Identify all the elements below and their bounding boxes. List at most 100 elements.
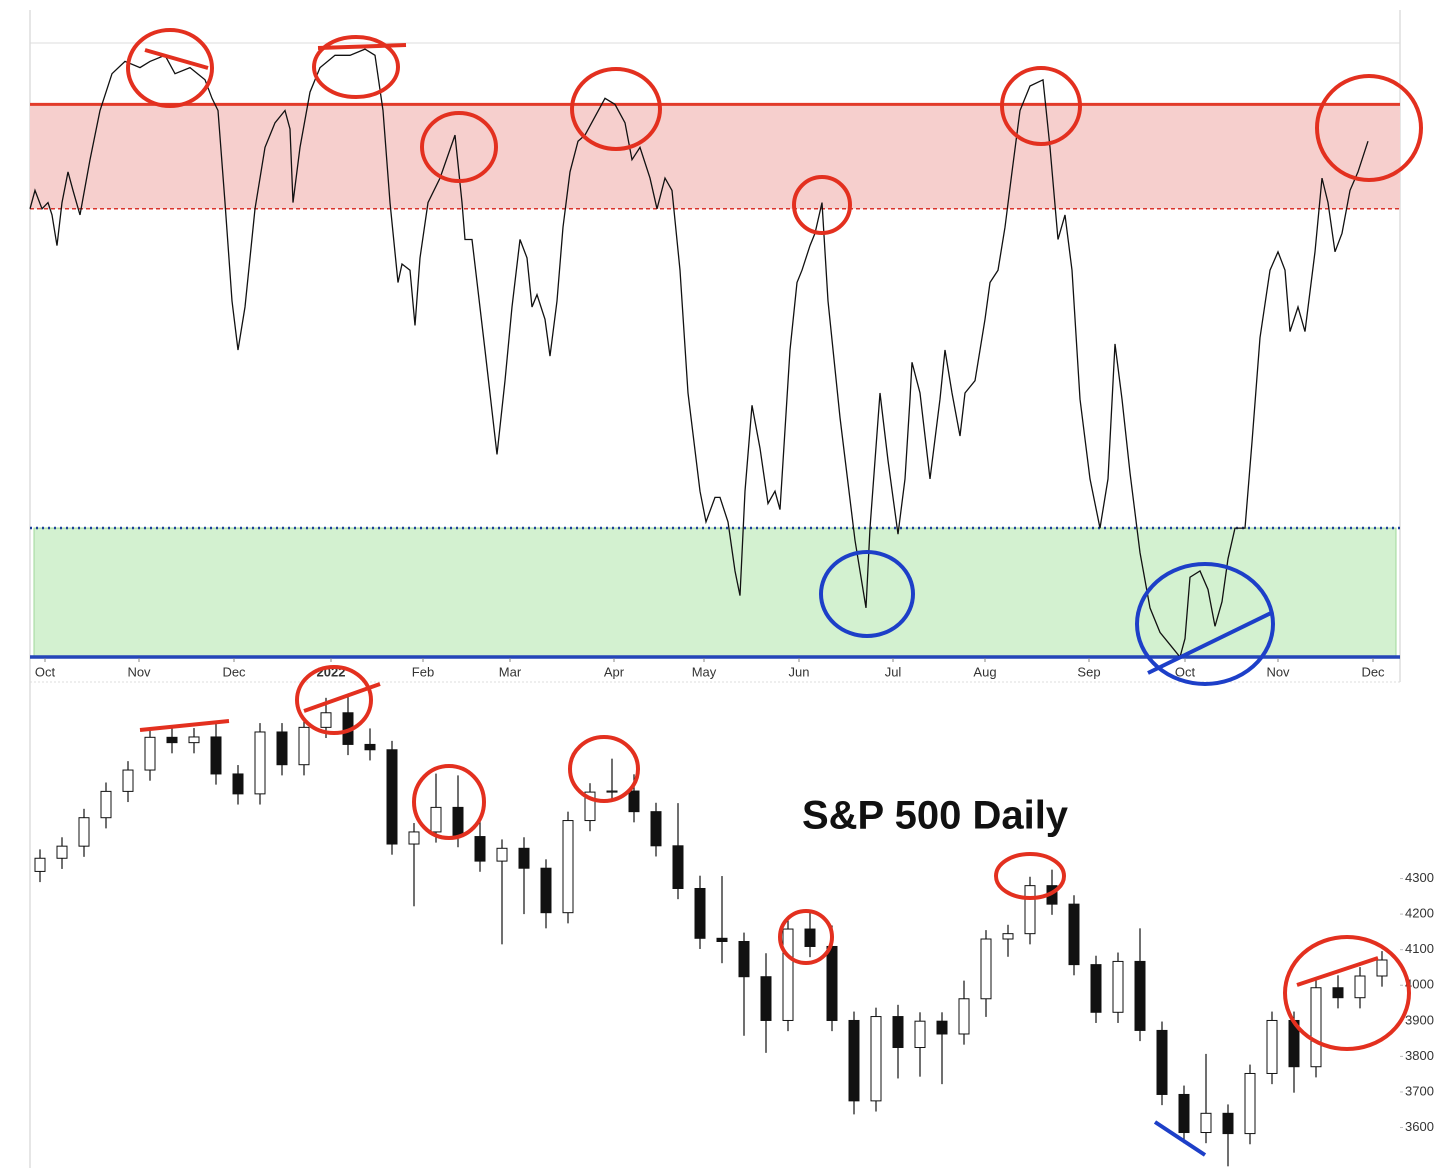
y-tick-label: 3800 (1405, 1048, 1434, 1063)
candle-body (144, 736, 156, 771)
x-tick-label: Nov (1266, 664, 1290, 679)
candle-body (430, 806, 442, 833)
candle-body (540, 867, 552, 914)
candle-body (606, 790, 618, 793)
candle-body (298, 726, 310, 766)
x-tick-label: Jun (789, 664, 810, 679)
annotation-circle (295, 665, 373, 735)
candle-body (320, 712, 332, 728)
y-tick-label: 4000 (1405, 977, 1434, 992)
annotation-circle (412, 764, 486, 840)
annotation-circle (1135, 562, 1275, 686)
candle-body (518, 847, 530, 869)
candle-body (210, 736, 222, 775)
x-tick-label: Oct (1175, 664, 1196, 679)
candle-body (496, 847, 508, 862)
chart-title: S&P 500 Daily (802, 794, 1069, 838)
x-tick-label: Dec (222, 664, 246, 679)
candle-body (716, 937, 728, 942)
annotation-line (1153, 1120, 1207, 1157)
annotation-circle (1283, 935, 1411, 1051)
annotation-circle (1315, 74, 1423, 182)
candle-body (166, 736, 178, 744)
candle-body (1090, 964, 1102, 1013)
candle-body (100, 790, 112, 819)
candle-body (408, 831, 420, 845)
annotation-line (1147, 610, 1274, 675)
candle-body (1156, 1029, 1168, 1095)
annotation-circle (568, 735, 640, 803)
x-tick-label: Dec (1361, 664, 1385, 679)
candle-body (254, 731, 266, 795)
annotation-circle (819, 550, 915, 638)
candle-body (1332, 987, 1344, 999)
x-tick-label: Aug (973, 664, 996, 679)
annotation-line (144, 48, 209, 70)
annotation-circle (126, 28, 214, 108)
candle-body (1244, 1072, 1256, 1135)
candle-body (1024, 885, 1036, 935)
candle-body (232, 773, 244, 795)
candle-body (804, 928, 816, 947)
candle-body (958, 998, 970, 1035)
candle-body (1002, 933, 1014, 940)
annotation-circle (792, 175, 852, 235)
candle-body (826, 945, 838, 1021)
annotations (126, 28, 1423, 1157)
annotation-line (139, 719, 230, 732)
candle-body (870, 1016, 882, 1102)
candle-body (848, 1019, 860, 1102)
candle-body (936, 1020, 948, 1035)
candle-body (474, 836, 486, 862)
annotation-line (1296, 956, 1379, 987)
candle-body (980, 938, 992, 1000)
annotation-circle (1000, 66, 1082, 146)
candle-body (1376, 959, 1388, 977)
x-tick-label: Nov (127, 664, 151, 679)
x-tick-label: Mar (499, 664, 522, 679)
candle-body (34, 857, 46, 872)
y-tick-label: 4200 (1405, 906, 1434, 921)
x-tick-label: May (692, 664, 717, 679)
candle-body (1200, 1112, 1212, 1134)
candle-body (78, 817, 90, 847)
candle-body (562, 820, 574, 914)
band (30, 104, 1400, 209)
candle-body (584, 791, 596, 822)
oscillator-line (29, 48, 1369, 659)
annotation-line (317, 43, 407, 50)
annotation-circle (420, 111, 498, 183)
candle-body (1354, 975, 1366, 999)
candle-body (650, 811, 662, 847)
candle-body (782, 928, 794, 1021)
candle-body (1310, 987, 1322, 1068)
candle-body (122, 769, 134, 792)
candle-body (1068, 903, 1080, 966)
candle-body (738, 940, 750, 978)
candle-body (1222, 1112, 1234, 1135)
candle-body (56, 845, 68, 859)
x-tick-label: Jul (885, 664, 902, 679)
candle-body (628, 790, 640, 813)
y-tick-label: 3700 (1405, 1083, 1434, 1098)
annotation-circle (312, 35, 400, 99)
y-tick-label: 3600 (1405, 1119, 1434, 1134)
candle-body (364, 743, 376, 751)
candle-body (276, 731, 288, 766)
x-tick-label: Sep (1077, 664, 1100, 679)
marks: Oct Nov Dec 2022 Feb Mar Apr May Jun Jul Aug Sep Oct… (29, 42, 1434, 1167)
annotation-circle (778, 909, 834, 965)
candle-body (892, 1016, 904, 1049)
candle-body (1134, 960, 1146, 1031)
candle-body (1266, 1019, 1278, 1074)
y-tick-label: 4300 (1405, 870, 1434, 885)
annotation-circle (570, 67, 662, 151)
candle-body (1112, 960, 1124, 1013)
x-tick-label: Feb (412, 664, 434, 679)
candle-body (188, 736, 200, 744)
candle-body (694, 887, 706, 939)
candle-body (452, 806, 464, 838)
candle-body (672, 845, 684, 889)
y-tick-label: 4100 (1405, 941, 1434, 956)
